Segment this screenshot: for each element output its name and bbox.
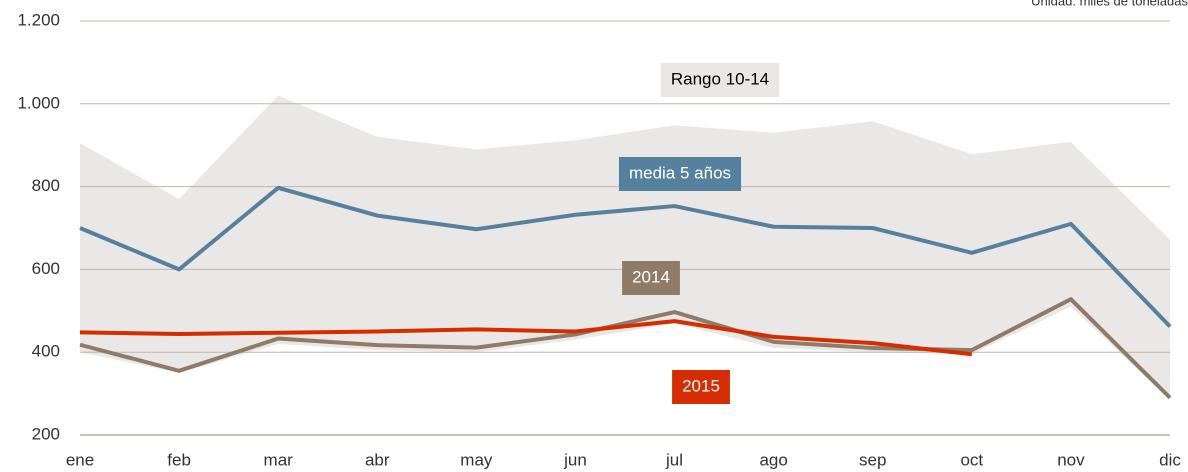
label-box <box>618 157 742 191</box>
x-tick-label: sep <box>859 450 886 469</box>
x-tick-label: oct <box>960 450 983 469</box>
y-tick-label: 1.000 <box>17 93 60 112</box>
label-text: 2015 <box>682 376 720 395</box>
y-tick-label: 400 <box>32 342 60 361</box>
y-tick-label: 600 <box>32 259 60 278</box>
series-label: Rango 10-14 <box>660 63 780 97</box>
range-band <box>80 95 1170 400</box>
x-tick-label: feb <box>167 450 191 469</box>
series-label: media 5 años <box>618 157 742 191</box>
x-tick-label: nov <box>1057 450 1085 469</box>
y-tick-label: 200 <box>32 424 60 443</box>
y-tick-label: 1.200 <box>17 10 60 29</box>
x-tick-label: ene <box>66 450 94 469</box>
label-box <box>622 261 680 295</box>
label-box <box>672 370 730 404</box>
x-tick-label: dic <box>1159 450 1181 469</box>
label-text: media 5 años <box>629 163 731 182</box>
x-tick-label: jun <box>563 450 587 469</box>
label-box <box>660 63 780 97</box>
series-line <box>79 185 1172 328</box>
series-label: 2014 <box>622 261 680 295</box>
x-tick-label: may <box>460 450 493 469</box>
y-tick-label: 800 <box>32 176 60 195</box>
label-text: Rango 10-14 <box>671 69 769 88</box>
x-tick-label: ago <box>759 450 787 469</box>
x-tick-label: jul <box>665 450 683 469</box>
label-text: 2014 <box>632 267 670 286</box>
series-label: 2015 <box>672 370 730 404</box>
x-tick-label: mar <box>264 450 294 469</box>
x-tick-label: abr <box>365 450 390 469</box>
series-line <box>79 319 973 357</box>
series-line <box>79 297 1172 400</box>
unit-note: Unidad: miles de toneladas <box>1031 0 1188 8</box>
